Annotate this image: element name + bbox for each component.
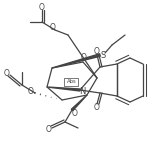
Text: O: O [46,124,52,134]
Text: O: O [4,69,10,78]
Bar [64,78,78,86]
Polygon shape [47,87,80,91]
Text: N: N [79,87,85,96]
Text: S: S [100,51,106,60]
Text: O: O [94,103,100,112]
Polygon shape [52,54,100,68]
Text: O: O [39,3,45,12]
Text: O: O [72,108,78,117]
Text: Abs: Abs [66,79,76,84]
Text: O: O [50,22,56,32]
Polygon shape [71,95,87,111]
Text: O: O [94,46,100,56]
Text: O: O [81,52,87,62]
Text: O: O [28,87,34,96]
